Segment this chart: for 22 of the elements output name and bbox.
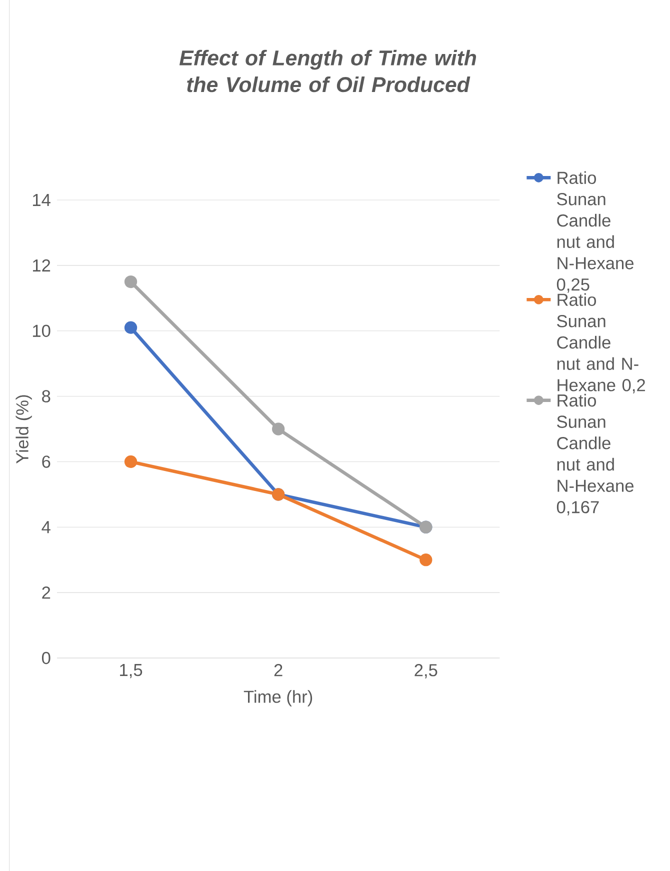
legend-label: Ratio Sunan Candle nut and N-Hexane 0,25: [556, 171, 634, 293]
point: [124, 275, 138, 288]
y-axis-title: Yield (%): [16, 395, 32, 464]
point: [124, 455, 138, 468]
y-tick-label: 0: [42, 652, 50, 664]
y-tick-label: 14: [32, 194, 50, 206]
x-tick-label: 1,5: [120, 664, 142, 678]
chart-title: Effect of Length of Time with the Volume of Oil Produced: [179, 50, 476, 92]
y-tick-label: 4: [42, 521, 50, 534]
point: [272, 422, 285, 436]
legend-label: Ratio Sunan Candle nut and N-Hexane 0,2: [557, 293, 645, 394]
y-tick-label: 8: [42, 390, 50, 402]
legend-label: Ratio Sunan Candle nut and N-Hexane 0,167: [556, 394, 634, 516]
x-tick-label: 2: [274, 664, 282, 676]
y-tick-label: 10: [32, 324, 50, 337]
x-tick-label: 2,5: [414, 664, 438, 678]
y-tick-label: 2: [42, 586, 50, 599]
point: [124, 321, 138, 334]
y-tick-label: 12: [32, 259, 50, 272]
x-axis-title: Time (hr): [244, 690, 312, 706]
y-tick-label: 6: [42, 456, 50, 468]
point: [420, 554, 432, 566]
